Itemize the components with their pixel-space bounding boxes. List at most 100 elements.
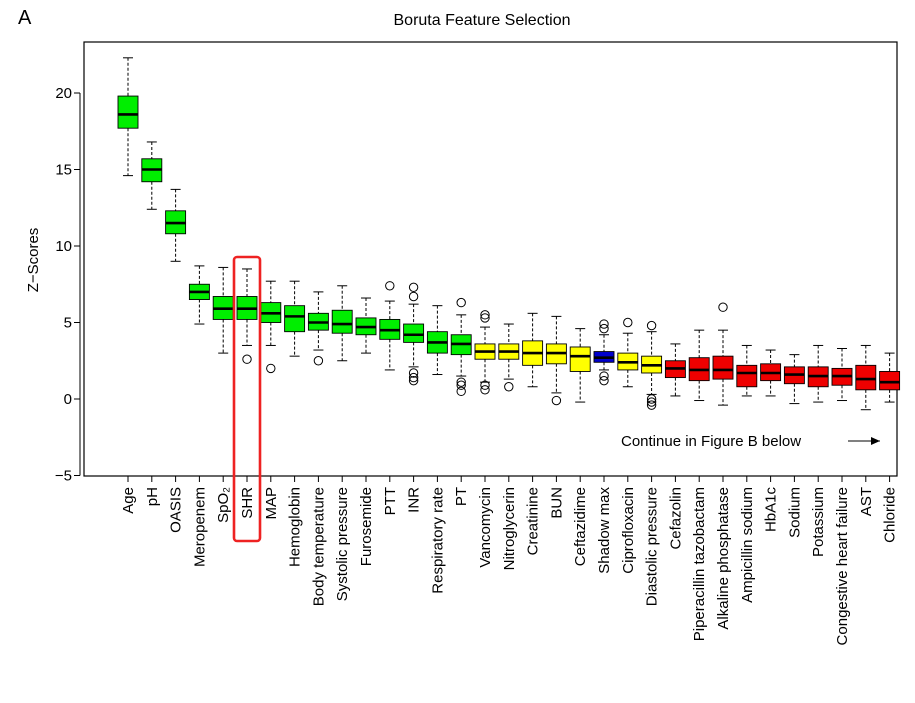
iqr-box bbox=[855, 364, 877, 391]
continue-arrow-head bbox=[871, 437, 880, 445]
panel-label: A bbox=[18, 7, 32, 29]
x-category-label: Chloride bbox=[882, 487, 899, 543]
x-category-label: PTT bbox=[382, 487, 399, 515]
box-spo- bbox=[212, 266, 234, 354]
iqr-box bbox=[736, 364, 758, 388]
outlier-point bbox=[408, 375, 419, 386]
outlier-point bbox=[480, 385, 490, 395]
box-creatinine bbox=[522, 312, 544, 388]
box-map bbox=[260, 280, 282, 374]
outlier-point bbox=[408, 282, 419, 293]
x-category-label: Ampicillin sodium bbox=[739, 487, 756, 603]
outlier-point bbox=[456, 386, 466, 397]
x-category-label: Nitroglycerin bbox=[501, 487, 518, 570]
outlier-point bbox=[646, 320, 657, 331]
outlier-point bbox=[504, 382, 514, 392]
x-category-label: OASIS bbox=[168, 487, 185, 533]
box-sodium bbox=[783, 354, 805, 405]
box-nitroglycerin bbox=[498, 323, 520, 392]
iqr-box bbox=[284, 305, 306, 333]
box-potassium bbox=[807, 344, 829, 403]
box-body-temperature bbox=[307, 291, 329, 366]
box-respiratory-rate bbox=[426, 305, 448, 376]
outlier-point bbox=[242, 354, 252, 364]
outlier-point bbox=[408, 291, 419, 302]
iqr-box bbox=[117, 95, 139, 129]
box-piperacillin-tazobactam bbox=[688, 329, 710, 402]
box-ciprofloxacin bbox=[617, 317, 639, 388]
y-axis-label: Z−Scores bbox=[25, 228, 42, 293]
continue-annotation: Continue in Figure B below bbox=[621, 433, 880, 450]
plot-frame bbox=[83, 41, 898, 477]
box-age bbox=[117, 57, 139, 177]
box-hemoglobin bbox=[284, 280, 306, 357]
x-category-label: Body temperature bbox=[310, 487, 327, 606]
chart-title: Boruta Feature Selection bbox=[394, 12, 571, 29]
outlier-point bbox=[408, 368, 419, 378]
outlier-point bbox=[480, 380, 490, 390]
box-chloride bbox=[879, 352, 901, 403]
x-category-label: Shadow max bbox=[596, 487, 613, 574]
x-category-label: SHR bbox=[239, 487, 256, 519]
x-category-label: Age bbox=[120, 487, 137, 514]
box-shr bbox=[236, 268, 258, 364]
iqr-box bbox=[879, 371, 901, 391]
box-oasis bbox=[165, 188, 187, 262]
outlier-point bbox=[718, 302, 728, 312]
box-meropenem bbox=[188, 265, 210, 325]
y-axis: −5 0 5 10 15 20 bbox=[55, 85, 81, 485]
x-category-label: PT bbox=[453, 487, 470, 506]
outlier-point bbox=[599, 319, 609, 329]
x-category-label: Creatinine bbox=[525, 487, 542, 555]
box-congestive-heart-failure bbox=[831, 348, 853, 402]
box-hba1c bbox=[760, 349, 782, 397]
y-tick-label: 10 bbox=[55, 238, 72, 255]
x-category-label: Cefazolin bbox=[667, 487, 684, 550]
box-ceftazidime bbox=[569, 328, 591, 403]
box-pt bbox=[450, 297, 472, 397]
x-category-label: Respiratory rate bbox=[429, 487, 446, 594]
box-inr bbox=[403, 282, 425, 386]
x-category-label: HbA1c bbox=[763, 487, 780, 533]
iqr-box bbox=[712, 355, 734, 380]
y-tick-label: 0 bbox=[64, 391, 72, 408]
x-axis-labels: Age pH OASIS Meropenem SpO₂ SHR MAP Hemoglobin B… bbox=[120, 255, 899, 645]
x-category-label: Ciprofloxacin bbox=[620, 487, 637, 574]
iqr-box bbox=[403, 323, 425, 343]
outlier-point bbox=[313, 356, 324, 366]
outlier-point bbox=[623, 317, 633, 328]
y-tick-label: 15 bbox=[55, 162, 72, 179]
outlier-point bbox=[266, 363, 276, 374]
x-category-label: Congestive heart failure bbox=[834, 487, 851, 645]
x-category-label: Hemoglobin bbox=[287, 487, 304, 567]
y-tick-label: −5 bbox=[55, 468, 72, 485]
outlier-point bbox=[456, 297, 466, 308]
box-cefazolin bbox=[664, 343, 686, 397]
continue-note: Continue in Figure B below bbox=[621, 433, 801, 450]
outlier-point bbox=[480, 310, 490, 320]
box-diastolic-pressure bbox=[641, 320, 663, 410]
x-category-label: BUN bbox=[548, 487, 565, 519]
outlier-point bbox=[456, 380, 466, 390]
box-systolic-pressure bbox=[331, 285, 353, 362]
x-category-label: Furosemide bbox=[358, 487, 375, 566]
outlier-point bbox=[599, 371, 609, 381]
outlier-point bbox=[385, 281, 395, 291]
highlight-frame bbox=[232, 255, 262, 543]
outlier-point bbox=[408, 372, 419, 383]
y-tick-label: 20 bbox=[55, 85, 72, 102]
box-furosemide bbox=[355, 297, 377, 354]
iqr-box bbox=[569, 346, 591, 372]
x-category-label: INR bbox=[406, 487, 423, 513]
box-ast bbox=[855, 344, 877, 411]
outlier-point bbox=[646, 397, 657, 407]
y-tick-label: 5 bbox=[64, 315, 72, 332]
outlier-point bbox=[456, 377, 466, 387]
x-category-label: pH bbox=[144, 487, 161, 506]
boxplot-boxes bbox=[117, 57, 901, 411]
outlier-point bbox=[599, 375, 609, 386]
x-category-label: Meropenem bbox=[191, 487, 208, 567]
box-ph bbox=[141, 141, 163, 210]
outlier-point bbox=[551, 395, 562, 406]
